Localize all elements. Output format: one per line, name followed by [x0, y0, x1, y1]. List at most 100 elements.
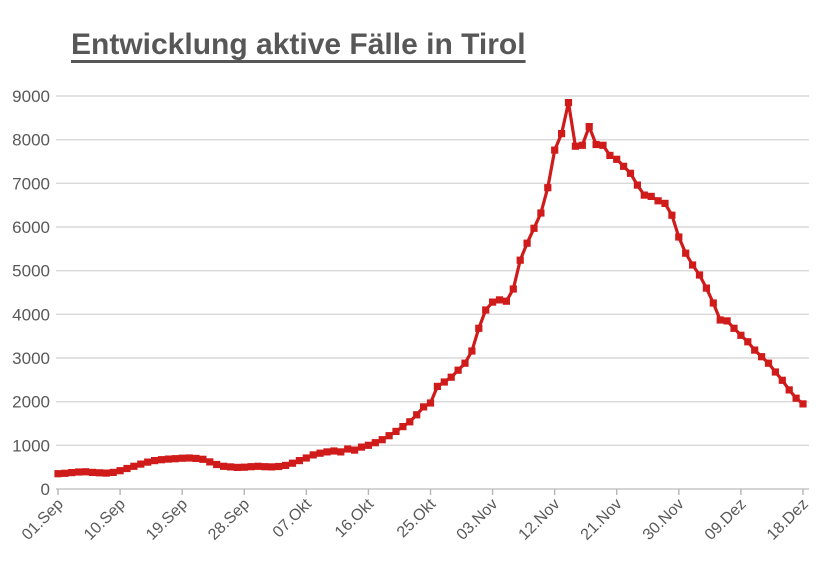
data-point-marker [88, 468, 97, 476]
data-point-marker [282, 461, 290, 469]
x-tick-label: 18.Dez [764, 496, 812, 544]
data-point-marker [751, 346, 759, 354]
y-tick-label: 1000 [12, 436, 50, 455]
data-point-marker [406, 418, 414, 426]
data-point-marker [157, 456, 166, 464]
y-tick-label: 6000 [12, 218, 50, 237]
data-point-marker [640, 191, 648, 199]
data-point-marker [261, 463, 269, 471]
data-point-marker [461, 359, 469, 367]
x-tick-label: 30.Nov [640, 496, 688, 544]
data-point-marker [302, 454, 310, 462]
data-point-marker [288, 459, 297, 467]
x-tick-label: 10.Sep [81, 496, 129, 544]
data-point-marker [192, 454, 200, 462]
x-tick-label: 16.Okt [332, 495, 378, 541]
data-point-marker [61, 469, 69, 477]
data-point-marker [675, 233, 683, 241]
data-point-marker [268, 463, 276, 471]
data-point-marker [233, 463, 241, 471]
y-tick-label: 5000 [12, 262, 50, 281]
data-point-marker [240, 463, 248, 471]
y-tick-label: 0 [41, 480, 50, 499]
data-point-marker [682, 249, 690, 257]
data-point-marker [744, 338, 752, 346]
data-point-marker [364, 441, 372, 449]
data-point-marker [695, 271, 704, 279]
data-point-marker [799, 400, 807, 408]
data-point-marker [544, 184, 552, 192]
data-point-marker [392, 427, 400, 435]
data-point-marker [130, 462, 138, 470]
data-point-marker [151, 457, 159, 465]
data-point-marker [144, 458, 152, 466]
data-point-marker [475, 324, 483, 332]
data-point-marker [558, 130, 566, 138]
data-point-marker [68, 469, 76, 477]
data-point-marker [164, 455, 172, 463]
data-point-marker [95, 469, 103, 477]
data-point-marker [709, 299, 717, 307]
data-point-marker [716, 316, 724, 324]
data-point-marker [178, 454, 186, 462]
data-point-marker [564, 99, 573, 107]
data-point-marker [495, 296, 504, 304]
data-point-marker [102, 469, 110, 477]
data-point-marker [778, 376, 786, 384]
data-point-marker [275, 462, 283, 471]
data-point-marker [468, 347, 476, 355]
x-tick-label: 21.Nov [578, 496, 626, 544]
data-point-marker [489, 298, 497, 306]
data-point-marker [357, 443, 366, 451]
x-tick-label: 12.Nov [516, 496, 564, 544]
data-point-marker [171, 455, 179, 463]
data-point-marker [247, 463, 255, 471]
x-tick-label: 01.Sep [19, 496, 67, 544]
data-point-marker [668, 211, 676, 219]
x-tick-label: 25.Okt [394, 495, 440, 541]
data-point-marker [344, 445, 352, 453]
data-point-marker [109, 468, 117, 476]
data-point-marker [737, 331, 745, 339]
data-point-marker [537, 209, 545, 217]
y-tick-label: 4000 [12, 305, 50, 324]
data-point-marker [592, 140, 600, 149]
data-point-marker [82, 468, 90, 476]
data-point-marker [689, 261, 697, 269]
series-line [57, 100, 805, 476]
data-point-marker [633, 181, 641, 189]
data-point-marker [137, 460, 145, 468]
data-point-marker [758, 353, 766, 361]
data-point-marker [530, 224, 538, 232]
y-tick-label: 9000 [12, 87, 50, 106]
y-tick-label: 7000 [12, 174, 50, 193]
data-point-marker [523, 239, 531, 247]
data-point-marker [654, 197, 662, 205]
x-tick-label: 09.Dez [702, 496, 750, 544]
data-point-marker [792, 394, 800, 402]
y-tick-label: 3000 [12, 349, 50, 368]
x-tick-label: 19.Sep [143, 496, 191, 544]
data-point-marker [440, 378, 448, 386]
data-point-marker [647, 192, 655, 200]
x-tick-label: 07.Okt [270, 495, 316, 541]
data-point-marker [371, 439, 379, 447]
data-point-marker [764, 359, 773, 367]
y-tick-label: 8000 [12, 131, 50, 150]
data-point-marker [213, 460, 221, 469]
data-point-marker [482, 306, 490, 314]
data-point-marker [516, 256, 524, 264]
data-point-marker [295, 457, 303, 465]
data-point-marker [413, 411, 421, 419]
data-point-marker [723, 317, 731, 325]
data-point-marker [399, 423, 407, 431]
x-tick-label: 28.Sep [205, 496, 253, 544]
data-point-marker [337, 448, 345, 456]
data-point-marker [620, 162, 628, 170]
data-point-marker [613, 155, 621, 163]
data-point-marker [502, 297, 510, 305]
chart-title: Entwicklung aktive Fälle in Tirol [71, 28, 526, 61]
data-point-marker [551, 146, 559, 154]
